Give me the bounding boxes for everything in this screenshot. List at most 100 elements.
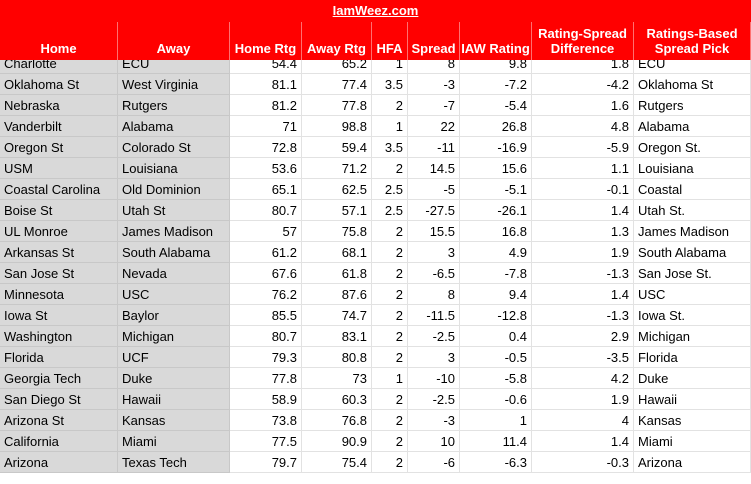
table-cell[interactable]: Arizona St: [0, 410, 118, 431]
table-cell[interactable]: 3: [408, 347, 460, 368]
table-cell[interactable]: 77.5: [230, 431, 302, 452]
table-cell[interactable]: Duke: [118, 368, 230, 389]
table-cell[interactable]: 71: [230, 116, 302, 137]
table-cell[interactable]: -12.8: [460, 305, 532, 326]
table-cell[interactable]: Kansas: [118, 410, 230, 431]
table-cell[interactable]: -3: [408, 410, 460, 431]
table-cell[interactable]: 22: [408, 116, 460, 137]
table-cell[interactable]: 4.9: [460, 242, 532, 263]
sheet-title[interactable]: IamWeez.com: [332, 3, 419, 18]
table-cell[interactable]: UL Monroe: [0, 221, 118, 242]
table-cell[interactable]: Utah St: [118, 200, 230, 221]
table-cell[interactable]: Kansas: [634, 410, 751, 431]
table-cell[interactable]: Louisiana: [118, 158, 230, 179]
table-cell[interactable]: 2: [372, 431, 408, 452]
table-cell[interactable]: 1.4: [532, 284, 634, 305]
table-cell[interactable]: Nevada: [118, 263, 230, 284]
table-cell[interactable]: 15.6: [460, 158, 532, 179]
table-cell[interactable]: USM: [0, 158, 118, 179]
table-cell[interactable]: Texas Tech: [118, 452, 230, 473]
table-cell[interactable]: 2: [372, 242, 408, 263]
table-cell[interactable]: 1: [372, 368, 408, 389]
table-cell[interactable]: Florida: [634, 347, 751, 368]
table-cell[interactable]: 8: [408, 53, 460, 74]
table-cell[interactable]: -6.3: [460, 452, 532, 473]
table-cell[interactable]: 3: [408, 242, 460, 263]
table-cell[interactable]: -3.5: [532, 347, 634, 368]
table-cell[interactable]: 60.3: [302, 389, 372, 410]
table-cell[interactable]: 79.7: [230, 452, 302, 473]
table-cell[interactable]: Utah St.: [634, 200, 751, 221]
table-cell[interactable]: -11: [408, 137, 460, 158]
table-cell[interactable]: 8: [408, 284, 460, 305]
table-cell[interactable]: 90.9: [302, 431, 372, 452]
table-cell[interactable]: 57.1: [302, 200, 372, 221]
table-cell[interactable]: James Madison: [118, 221, 230, 242]
table-cell[interactable]: 74.7: [302, 305, 372, 326]
table-cell[interactable]: Alabama: [118, 116, 230, 137]
table-cell[interactable]: South Alabama: [634, 242, 751, 263]
table-cell[interactable]: 68.1: [302, 242, 372, 263]
table-cell[interactable]: 77.8: [302, 95, 372, 116]
table-cell[interactable]: 1.9: [532, 389, 634, 410]
table-cell[interactable]: Vanderbilt: [0, 116, 118, 137]
table-cell[interactable]: -26.1: [460, 200, 532, 221]
table-cell[interactable]: 9.4: [460, 284, 532, 305]
table-cell[interactable]: 2: [372, 95, 408, 116]
table-cell[interactable]: 16.8: [460, 221, 532, 242]
table-cell[interactable]: 3.5: [372, 137, 408, 158]
table-cell[interactable]: -0.5: [460, 347, 532, 368]
table-cell[interactable]: San Diego St: [0, 389, 118, 410]
table-cell[interactable]: 77.4: [302, 74, 372, 95]
table-cell[interactable]: 2.9: [532, 326, 634, 347]
table-cell[interactable]: James Madison: [634, 221, 751, 242]
table-cell[interactable]: -1.3: [532, 305, 634, 326]
table-cell[interactable]: Iowa St: [0, 305, 118, 326]
table-cell[interactable]: 1.3: [532, 221, 634, 242]
table-cell[interactable]: 85.5: [230, 305, 302, 326]
table-cell[interactable]: -0.1: [532, 179, 634, 200]
table-cell[interactable]: 10: [408, 431, 460, 452]
table-cell[interactable]: Minnesota: [0, 284, 118, 305]
table-cell[interactable]: 80.7: [230, 326, 302, 347]
table-cell[interactable]: 76.8: [302, 410, 372, 431]
table-cell[interactable]: -2.5: [408, 389, 460, 410]
table-cell[interactable]: Nebraska: [0, 95, 118, 116]
table-cell[interactable]: -7.2: [460, 74, 532, 95]
table-cell[interactable]: Georgia Tech: [0, 368, 118, 389]
table-cell[interactable]: Colorado St: [118, 137, 230, 158]
table-cell[interactable]: -6: [408, 452, 460, 473]
table-cell[interactable]: 1.1: [532, 158, 634, 179]
table-cell[interactable]: 2: [372, 221, 408, 242]
table-cell[interactable]: -7.8: [460, 263, 532, 284]
table-cell[interactable]: -11.5: [408, 305, 460, 326]
table-cell[interactable]: 2: [372, 284, 408, 305]
table-cell[interactable]: 80.7: [230, 200, 302, 221]
table-cell[interactable]: 79.3: [230, 347, 302, 368]
table-cell[interactable]: 1: [460, 410, 532, 431]
table-cell[interactable]: 11.4: [460, 431, 532, 452]
table-cell[interactable]: -5.4: [460, 95, 532, 116]
table-cell[interactable]: Oregon St: [0, 137, 118, 158]
table-cell[interactable]: 2: [372, 389, 408, 410]
table-cell[interactable]: -4.2: [532, 74, 634, 95]
table-cell[interactable]: 2.5: [372, 200, 408, 221]
table-cell[interactable]: 4: [532, 410, 634, 431]
table-cell[interactable]: 67.6: [230, 263, 302, 284]
table-cell[interactable]: Miami: [118, 431, 230, 452]
table-cell[interactable]: -5.8: [460, 368, 532, 389]
table-cell[interactable]: 71.2: [302, 158, 372, 179]
table-cell[interactable]: Michigan: [634, 326, 751, 347]
table-cell[interactable]: 26.8: [460, 116, 532, 137]
table-cell[interactable]: 2: [372, 410, 408, 431]
table-cell[interactable]: Iowa St.: [634, 305, 751, 326]
table-cell[interactable]: Arizona: [0, 452, 118, 473]
table-cell[interactable]: -7: [408, 95, 460, 116]
table-cell[interactable]: West Virginia: [118, 74, 230, 95]
table-cell[interactable]: 87.6: [302, 284, 372, 305]
table-cell[interactable]: 1.6: [532, 95, 634, 116]
table-cell[interactable]: -5: [408, 179, 460, 200]
table-cell[interactable]: 61.8: [302, 263, 372, 284]
table-cell[interactable]: -1.3: [532, 263, 634, 284]
table-cell[interactable]: Arizona: [634, 452, 751, 473]
